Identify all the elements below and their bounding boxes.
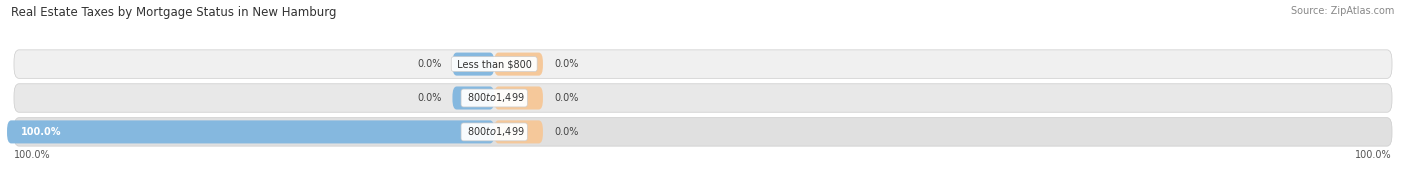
Text: Less than $800: Less than $800 (454, 59, 534, 69)
FancyBboxPatch shape (453, 53, 495, 76)
FancyBboxPatch shape (14, 118, 1392, 146)
Text: 0.0%: 0.0% (418, 59, 441, 69)
Text: 100.0%: 100.0% (14, 150, 51, 160)
Text: $800 to $1,499: $800 to $1,499 (464, 125, 524, 138)
Text: 0.0%: 0.0% (554, 59, 578, 69)
FancyBboxPatch shape (7, 120, 495, 143)
FancyBboxPatch shape (495, 53, 543, 76)
FancyBboxPatch shape (495, 86, 543, 110)
Text: 100.0%: 100.0% (1355, 150, 1392, 160)
FancyBboxPatch shape (14, 50, 1392, 78)
FancyBboxPatch shape (453, 86, 495, 110)
Text: 100.0%: 100.0% (21, 127, 62, 137)
Text: 0.0%: 0.0% (554, 93, 578, 103)
Text: $800 to $1,499: $800 to $1,499 (464, 92, 524, 104)
FancyBboxPatch shape (14, 84, 1392, 112)
FancyBboxPatch shape (495, 120, 543, 143)
Text: Real Estate Taxes by Mortgage Status in New Hamburg: Real Estate Taxes by Mortgage Status in … (11, 6, 337, 19)
Text: Source: ZipAtlas.com: Source: ZipAtlas.com (1291, 6, 1395, 16)
Text: 0.0%: 0.0% (554, 127, 578, 137)
Text: 0.0%: 0.0% (418, 93, 441, 103)
